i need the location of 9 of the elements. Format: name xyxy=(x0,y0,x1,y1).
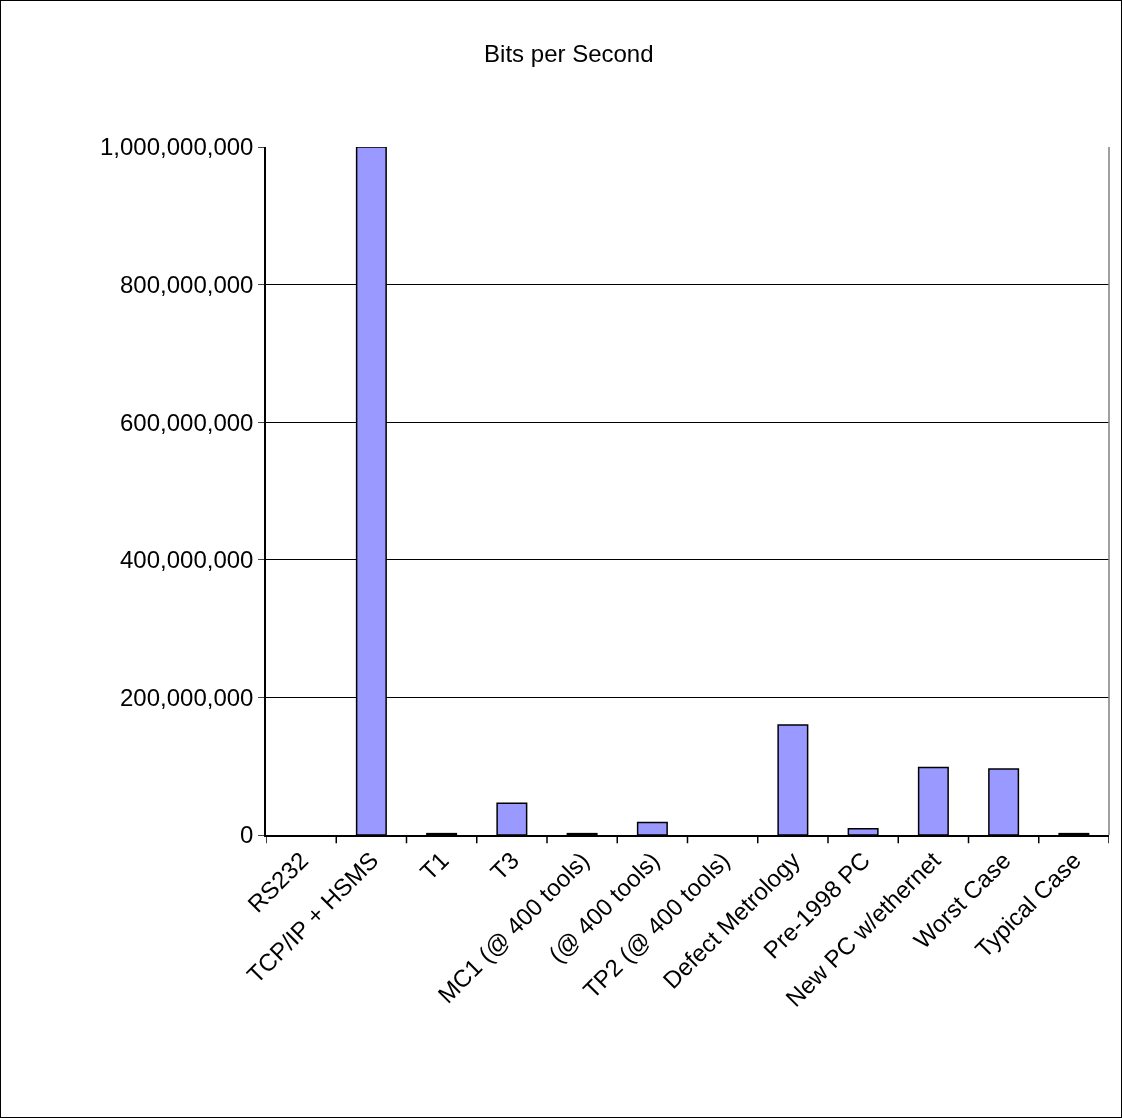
y-tick-label: 800,000,000 xyxy=(119,271,254,298)
y-tick-label: 200,000,000 xyxy=(119,683,254,711)
chart-title: Bits per Second xyxy=(484,39,654,67)
y-tick-label: 400,000,000 xyxy=(119,546,254,574)
x-tick-label: T1 xyxy=(414,846,454,886)
y-tick-label: 0 xyxy=(240,821,254,849)
x-tick-label: T3 xyxy=(485,846,524,886)
y-tick-label: 600,000,000 xyxy=(119,408,254,436)
y-tick-label: 1,000,000,000 xyxy=(99,133,254,161)
